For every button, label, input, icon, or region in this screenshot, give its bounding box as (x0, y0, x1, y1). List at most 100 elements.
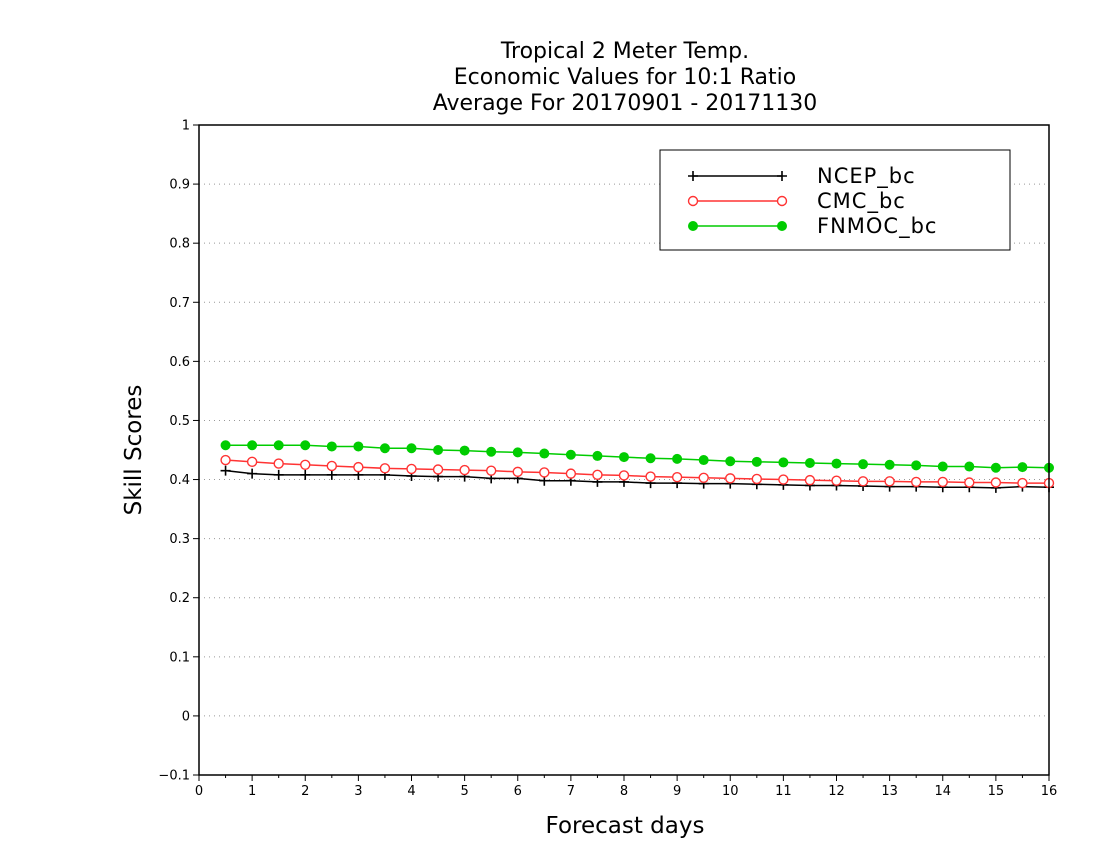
data-point (698, 472, 709, 483)
y-axis-label: Skill Scores (121, 385, 147, 516)
data-point (964, 477, 975, 488)
x-axis: 0 1 2 3 4 5 6 7 8 9 10 11 12 13 14 15 16 (195, 775, 1057, 799)
legend-label: FNMOC_bc (817, 214, 937, 239)
data-point (247, 468, 258, 479)
data-point (220, 454, 231, 466)
x-tick-label: 13 (881, 784, 898, 799)
y-tick-label: 0.3 (169, 532, 190, 547)
y-tick-label: 0.6 (169, 355, 190, 370)
series-line (225, 444, 1050, 469)
x-tick-label: 11 (775, 784, 792, 799)
data-point (220, 440, 231, 451)
x-tick-label: 16 (1041, 784, 1058, 799)
y-tick-label: 0.1 (169, 650, 190, 665)
data-point (246, 456, 258, 468)
data-point (990, 477, 1002, 488)
x-tick-label: 8 (620, 784, 628, 799)
data-point (353, 461, 364, 473)
data-point (565, 468, 577, 479)
chart-title: Tropical 2 Meter Temp. Economic Values f… (433, 39, 818, 116)
y-tick-label: 0.4 (169, 473, 190, 488)
data-point (645, 471, 656, 482)
data-point (937, 476, 948, 488)
data-point (725, 456, 736, 467)
x-tick-label: 12 (828, 784, 845, 799)
data-point (379, 463, 391, 474)
x-tick-label: 7 (567, 784, 575, 799)
x-axis-label: Forecast days (546, 813, 705, 839)
x-tick-label: 2 (301, 784, 309, 799)
title-line-1: Tropical 2 Meter Temp. (500, 39, 749, 64)
data-point (300, 469, 311, 480)
data-point (725, 473, 736, 484)
data-point (672, 453, 683, 464)
data-point (220, 465, 231, 476)
y-tick-label: 0 (182, 709, 190, 724)
data-point (858, 459, 869, 470)
data-point (273, 440, 284, 451)
data-point (432, 464, 444, 475)
y-tick-label: 0.2 (169, 591, 190, 606)
title-line-2: Economic Values for 10:1 Ratio (454, 65, 796, 90)
grid-lines (199, 183, 1049, 717)
data-point (326, 469, 337, 480)
data-point (618, 470, 630, 481)
x-tick-label: 1 (248, 784, 256, 799)
x-tick-label: 10 (722, 784, 739, 799)
series-layer (220, 440, 1055, 493)
y-tick-label: 0.5 (169, 414, 190, 429)
data-point (831, 458, 842, 469)
series-fnmoc-bc (220, 440, 1054, 473)
y-tick-label: 1 (182, 119, 190, 134)
x-tick-label: 3 (354, 784, 362, 799)
data-point (857, 476, 869, 487)
y-tick-label: 0.7 (169, 296, 190, 311)
data-point (937, 461, 948, 472)
x-tick-label: 5 (460, 784, 468, 799)
series-cmc-bc (220, 454, 1055, 489)
series-ncep-bc (220, 465, 1054, 493)
legend-marker (687, 195, 699, 207)
data-point (539, 448, 550, 459)
data-point (911, 460, 922, 471)
data-point (485, 465, 497, 476)
data-point (592, 469, 603, 481)
x-tick-label: 15 (988, 784, 1005, 799)
data-point (884, 459, 895, 470)
legend-entry: FNMOC_bc (688, 214, 937, 239)
y-axis: −0.1 0 0.1 0.2 0.3 0.4 0.5 0.6 0.7 0.8 0.9 1 (158, 119, 199, 784)
x-tick-label: 0 (195, 784, 203, 799)
data-point (671, 471, 683, 483)
data-point (645, 453, 656, 464)
data-point (751, 473, 763, 485)
data-point (1017, 462, 1028, 473)
legend-label: CMC_bc (817, 189, 906, 214)
data-point (300, 459, 311, 470)
data-point (486, 446, 497, 457)
data-point (406, 463, 417, 475)
legend-marker (688, 221, 698, 231)
data-point (990, 462, 1001, 473)
data-point (831, 475, 842, 486)
data-point (326, 460, 338, 472)
data-point (619, 452, 629, 463)
data-point (804, 458, 815, 468)
x-tick-label: 6 (514, 784, 522, 799)
data-point (273, 469, 284, 480)
legend-marker (777, 171, 787, 181)
data-point (565, 449, 576, 460)
legend-label: NCEP_bc (817, 164, 916, 189)
data-point (326, 441, 337, 452)
legend-entry: NCEP_bc (688, 164, 916, 189)
data-point (964, 461, 975, 472)
y-tick-label: 0.9 (169, 178, 190, 193)
data-point (1017, 477, 1028, 489)
legend-entry: CMC_bc (687, 189, 906, 214)
data-point (778, 474, 789, 485)
x-tick-label: 4 (407, 784, 415, 799)
data-point (433, 445, 444, 455)
data-point (884, 476, 895, 487)
data-point (512, 447, 523, 458)
